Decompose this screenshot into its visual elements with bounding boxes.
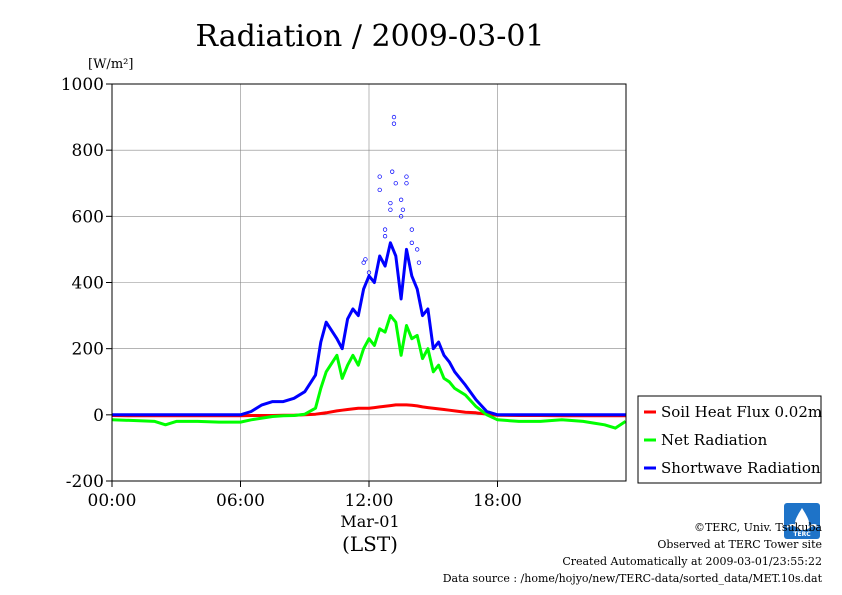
chart-title: Radiation / 2009-03-01 <box>195 19 544 54</box>
x-tick-label: 06:00 <box>216 491 265 511</box>
legend-label: Shortwave Radiation <box>661 459 821 477</box>
scatter-point <box>409 240 414 245</box>
x-tick-label: 00:00 <box>88 491 137 511</box>
y-tick-label: 400 <box>72 274 104 294</box>
scatter-point <box>409 227 414 232</box>
scatter-point <box>404 181 409 186</box>
scatter-point <box>390 169 395 174</box>
y-tick-label: 1000 <box>61 75 104 95</box>
scatter-point <box>416 260 422 265</box>
legend: Soil Heat Flux 0.02m Net Radiation Shortwa… <box>637 395 822 484</box>
series-line-3 <box>112 241 626 417</box>
wave-icon <box>786 524 818 530</box>
observed-text: Observed at TERC Tower site <box>657 538 822 551</box>
y-tick-label: -200 <box>66 472 104 492</box>
y-tick-label: 200 <box>72 340 104 360</box>
scatter-point <box>398 214 404 219</box>
scatter-point <box>393 181 398 186</box>
scatter-point <box>391 121 397 126</box>
scatter-point <box>366 270 372 275</box>
x-tick-label: 12:00 <box>345 491 394 511</box>
scatter-point <box>377 174 382 179</box>
scatter-point <box>361 260 366 265</box>
scatter-point <box>382 234 388 239</box>
date-label: Mar-01 <box>340 512 399 531</box>
y-tick-label: 600 <box>72 207 104 227</box>
legend-label: Net Radiation <box>661 431 768 449</box>
scatter-point <box>388 200 393 206</box>
created-text: Created Automatically at 2009-03-01/23:5… <box>562 555 822 568</box>
scatter-point <box>382 227 388 232</box>
scatter-layer <box>361 114 422 275</box>
logo-text: TERC <box>793 531 811 538</box>
x-tick-labels: 00:00 06:00 12:00 18:00 <box>88 481 522 511</box>
scatter-point <box>400 207 406 212</box>
scatter-point <box>398 197 404 202</box>
scatter-point <box>391 114 397 120</box>
data-source-text: Data source : /home/hojyo/new/TERC-data/… <box>443 572 823 585</box>
legend-label: Soil Heat Flux 0.02m <box>661 403 822 421</box>
scatter-point <box>415 247 420 252</box>
water-drop-icon <box>795 508 809 530</box>
copyright-text: ©TERC, Univ. Tsukuba <box>694 521 822 534</box>
scatter-point <box>363 257 368 262</box>
y-tick-label: 0 <box>93 406 104 426</box>
y-axis-unit: [W/m²] <box>88 57 133 72</box>
scatter-point <box>388 207 393 212</box>
y-tick-labels: -200 0 200 400 600 800 1000 <box>61 75 112 492</box>
scatter-point <box>404 174 409 179</box>
x-tick-label: 18:00 <box>473 491 522 511</box>
y-tick-label: 800 <box>72 141 104 161</box>
terc-logo: TERC <box>784 503 820 539</box>
legend-box <box>637 395 822 484</box>
series-line-2 <box>111 314 627 430</box>
scatter-point <box>377 187 382 193</box>
series-layer <box>111 241 627 430</box>
x-axis-label: (LST) <box>342 532 398 556</box>
